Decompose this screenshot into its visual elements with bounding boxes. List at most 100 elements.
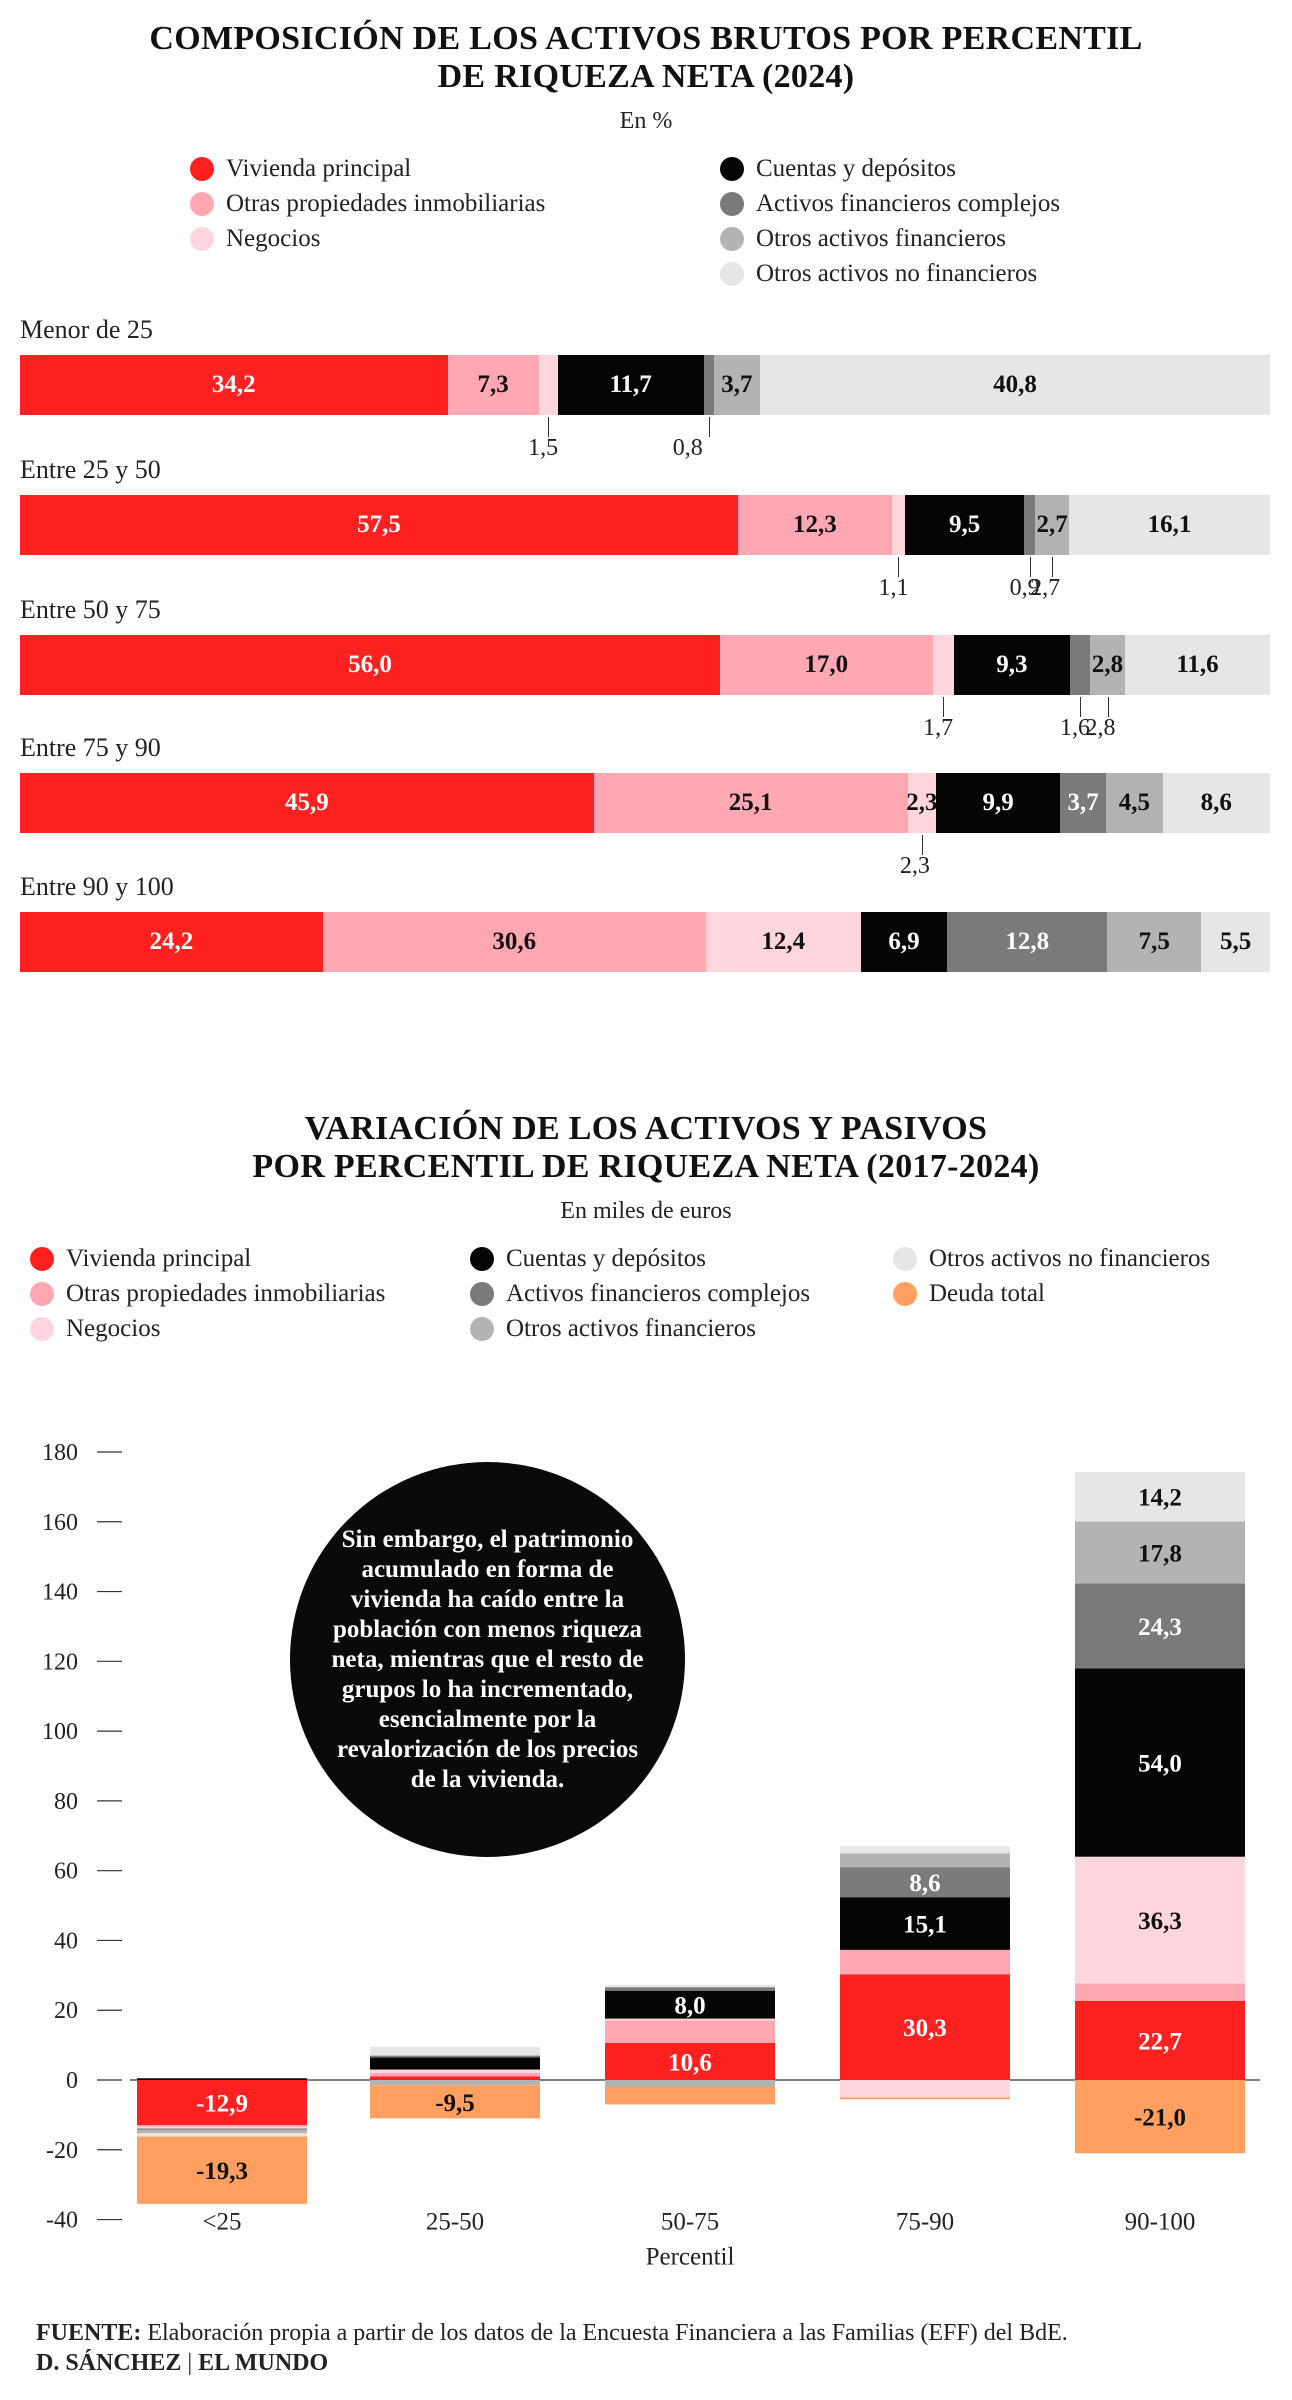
bar-90-100-vivienda-principal (1075, 2000, 1245, 2080)
bar-90-100-cuentas-y-depositos (1075, 1668, 1245, 1857)
legend-label: Otros activos financieros (756, 225, 1006, 252)
bar-segment-cuentas-y-depositos: 6,9 (860, 912, 948, 972)
y-tick-label: 40 (54, 1928, 78, 1954)
bar-value-label: 8,0 (674, 1993, 705, 2020)
legend1-item-cuentas-y-depositos: Cuentas y depósitos (720, 155, 956, 183)
legend-label: Activos financieros complejos (756, 190, 1061, 217)
bar-segment-otros-activos-no-financieros: 40,8 (760, 355, 1270, 415)
callout-line (921, 835, 923, 855)
y-tick-label: 80 (54, 1789, 78, 1815)
callout-label-activos-financieros-complejos: 0,9 (1009, 575, 1040, 601)
bar-75-90-vivienda-principal (840, 1974, 1010, 2080)
bar-segment-otras-propiedades-inmobiliarias: 17,0 (720, 635, 933, 695)
legend-label: Otros activos financieros (506, 1315, 756, 1342)
bar-segment-activos-financieros-complejos (703, 355, 714, 415)
bar-row-entre-25-y-50: 57,5 12,3 9,5 2,7 16,1 (20, 495, 1270, 555)
callout-line (1029, 557, 1031, 577)
legend-label: Vivienda principal (66, 1245, 252, 1272)
legend2-item-negocios: Negocios (30, 1315, 160, 1343)
bar-segment-cuentas-y-depositos: 11,7 (557, 355, 704, 415)
chart2-subtitle: En miles de euros (560, 1198, 732, 1224)
bar-value-label: -21,0 (1134, 2105, 1186, 2132)
bar-segment-activos-financieros-complejos (1023, 495, 1036, 555)
bar-50-75-vivienda-principal (605, 2043, 775, 2080)
legend1-item-negocios: Negocios (190, 225, 320, 253)
bar-value-label: 15,1 (903, 1912, 947, 1939)
bar-value-label: 14,2 (1138, 1485, 1182, 1512)
bar-75-90-cuentas-y-depositos (840, 1897, 1010, 1950)
credit-outlet: EL MUNDO (198, 2350, 329, 2376)
y-tick-label: 180 (42, 1440, 78, 1466)
y-tick-label: 100 (42, 1719, 78, 1745)
bar-segment-vivienda-principal: 57,5 (20, 495, 739, 555)
y-tick-label: 120 (42, 1649, 78, 1675)
row-label-entre-50-y-75: Entre 50 y 75 (20, 595, 161, 624)
source-text: Elaboración propia a partir de los datos… (147, 2320, 1068, 2346)
credit-author: D. SÁNCHEZ (36, 2350, 182, 2376)
bar-segment-activos-financieros-complejos: 3,7 (1060, 773, 1107, 833)
legend-swatch (190, 157, 214, 181)
bar-row-menor-de-25: 34,2 7,3 11,7 3,7 40,8 (20, 355, 1270, 415)
bar-row-entre-75-y-90: 45,9 25,1 2,3 9,9 3,7 4,5 8,6 (20, 773, 1270, 833)
legend2-item-deuda-total: Deuda total (893, 1280, 1045, 1308)
callout-label-negocios: 2,3 (899, 853, 930, 879)
legend-swatch (190, 227, 214, 251)
legend-label: Deuda total (929, 1280, 1045, 1307)
callout-line (1052, 557, 1054, 577)
legend1-item-otros-activos-financieros: Otros activos financieros (720, 225, 1006, 253)
annotation-text: Sin embargo, el patrimonio acumulado en … (331, 1525, 644, 1793)
credit-separator: | (187, 2350, 193, 2376)
row-label-entre-75-y-90: Entre 75 y 90 (20, 733, 161, 762)
legend-label: Vivienda principal (226, 155, 412, 182)
bar-75-90-otros-activos-no-financieros (840, 1846, 1010, 1854)
callout-label-otros-activos-financieros: 2,7 (1030, 575, 1061, 601)
x-axis-title: Percentil (646, 2244, 735, 2271)
bar-segment-activos-financieros-complejos (1070, 635, 1090, 695)
callout-line (1080, 697, 1081, 717)
legend-swatch (720, 192, 744, 216)
bar-25-50-otras-propiedades-inmobiliarias (370, 2073, 540, 2077)
bar-90-100-otros-activos-no-financieros (1075, 1471, 1245, 1522)
callout-label-negocios: 1,1 (878, 575, 909, 601)
callout-label-negocios: 1,5 (528, 435, 559, 461)
bar-segment-otras-propiedades-inmobiliarias: 12,3 (738, 495, 892, 555)
legend2-item-otros-activos-financieros: Otros activos financieros (470, 1315, 756, 1343)
callout-label-activos-financieros-complejos: 0,8 (672, 435, 703, 461)
callout-line (1107, 697, 1109, 717)
row-label-menor-de-25: Menor de 25 (20, 315, 153, 344)
bar-50-75-activos-financieros-complejos (605, 1987, 775, 1991)
bar-segment-vivienda-principal: 24,2 (20, 912, 323, 972)
bar-25-50-negocios (370, 2069, 540, 2074)
x-tick-label-90-100: 90-100 (1125, 2209, 1196, 2236)
bar-segment-otros-activos-financieros: 7,5 (1107, 912, 1202, 972)
bar-row-entre-90-y-100: 24,2 30,6 12,4 6,9 12,8 7,5 5,5 (20, 912, 1270, 972)
legend2-item-activos-financieros-complejos: Activos financieros complejos (470, 1280, 810, 1308)
bar-segment-vivienda-principal: 34,2 (20, 355, 448, 415)
bar-25-deuda-total (137, 2136, 307, 2204)
y-tick-label: -20 (46, 2138, 78, 2164)
y-tick-label: 0 (66, 2068, 78, 2094)
bar-segment-activos-financieros-complejos: 12,8 (947, 912, 1108, 972)
bar-50-75-cuentas-y-depositos (605, 1990, 775, 2019)
callout-label-negocios: 1,7 (923, 715, 954, 741)
x-tick-label-25-50: 25-50 (426, 2209, 484, 2236)
legend-label: Otras propiedades inmobiliarias (226, 190, 546, 217)
callout-label-otros-activos-financieros: 2,8 (1085, 715, 1116, 741)
legend-label: Negocios (226, 225, 321, 252)
legend-label: Otros activos no financieros (929, 1245, 1211, 1272)
chart2-plot: -40 -20 0 20 40 60 80 100 120 140 160 180 -12,9 -19,3… (42, 1440, 1260, 2271)
legend-swatch (30, 1282, 54, 1306)
legend-label: Activos financieros complejos (506, 1280, 811, 1307)
legend-swatch (720, 227, 744, 251)
legend-label: Cuentas y depósitos (506, 1245, 706, 1272)
bar-segment-otras-propiedades-inmobiliarias: 25,1 (593, 773, 908, 833)
bar-segment-negocios (891, 495, 906, 555)
bar-segment-cuentas-y-depositos: 9,5 (905, 495, 1024, 555)
legend-swatch (720, 157, 744, 181)
chart1-title-line2: DE RIQUEZA NETA (2024) (437, 58, 855, 95)
legend-label: Negocios (66, 1315, 161, 1342)
chart1-title-line1: COMPOSICIÓN DE LOS ACTIVOS BRUTOS POR PE… (149, 20, 1143, 57)
bar-segment-otros-activos-financieros: 4,5 (1106, 773, 1163, 833)
bar-75-90-otras-propiedades-inmobiliarias (840, 1949, 1010, 1975)
legend1-item-activos-financieros-complejos: Activos financieros complejos (720, 190, 1060, 218)
